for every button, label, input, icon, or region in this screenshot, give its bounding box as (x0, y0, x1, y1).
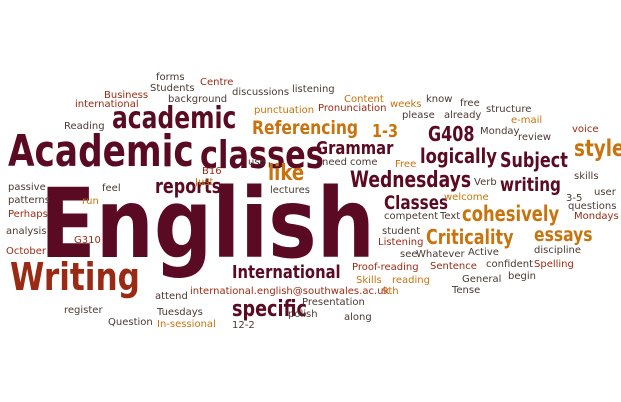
word-register: register (64, 305, 103, 316)
word-questions: questions (568, 201, 617, 212)
word-international-lc: international (75, 99, 139, 110)
word-writing-cap: Writing (10, 255, 140, 299)
word-punctuation: punctuation (254, 105, 315, 116)
word-g310: G310 (74, 235, 101, 246)
word-polish: polish (288, 309, 318, 320)
word-along: along (344, 312, 372, 323)
word-specific: specific (232, 297, 307, 322)
word-monday: Monday (480, 126, 520, 137)
word-welcome: welcome (444, 192, 489, 203)
word-business: Business (104, 90, 149, 101)
word-voice: voice (572, 124, 599, 135)
word-essays: essays (534, 224, 593, 246)
word-lectures: lectures (270, 185, 310, 196)
word-g408: G408 (428, 122, 475, 146)
word-forms: forms (156, 72, 185, 83)
word-students: Students (150, 83, 195, 94)
word-weeks: weeks (390, 99, 422, 110)
word-writing: writing (500, 174, 561, 196)
word-general: General (462, 274, 502, 285)
word-reading: Reading (64, 121, 105, 132)
word-nine-th: 9th (382, 286, 399, 297)
word-english: English (40, 168, 375, 280)
word-know: know (426, 94, 453, 105)
word-like: like (268, 161, 305, 186)
word-just: Just (195, 177, 214, 188)
word-logically: logically (420, 144, 497, 168)
word-grammar: Grammar (316, 138, 394, 159)
word-attend: attend (155, 291, 188, 302)
word-free: free (460, 98, 480, 109)
word-email-address: international.english@southwales.ac.uk (190, 286, 390, 297)
word-skills: skills (574, 171, 599, 182)
word-proofreading: Proof-reading (352, 262, 419, 273)
word-review: review (518, 132, 552, 143)
word-classes-cap: Classes (384, 192, 449, 214)
word-text: Text (440, 211, 461, 222)
word-classes: classes (200, 133, 324, 177)
word-passive: passive (8, 182, 46, 193)
word-patterns: patterns (8, 195, 50, 206)
word-centre: Centre (200, 77, 234, 88)
word-need: need (322, 157, 347, 168)
word-see: see (400, 249, 418, 260)
word-international: International (232, 262, 341, 283)
word-spelling: Spelling (534, 259, 574, 270)
word-verb: Verb (474, 177, 497, 188)
word-feel: feel (102, 183, 121, 194)
word-please: please (402, 110, 435, 121)
word-content: Content (344, 94, 384, 105)
word-three-five: 3-5 (566, 193, 583, 204)
word-criticality: Criticality (426, 225, 514, 249)
word-referencing: Referencing (252, 117, 359, 139)
word-october: October (6, 246, 47, 257)
word-whatever: Whatever (416, 249, 465, 260)
word-structure: structure (486, 104, 532, 115)
word-discipline: discipline (534, 245, 582, 256)
word-one-three: 1-3 (372, 121, 399, 142)
word-reading-lc: reading (392, 275, 430, 286)
word-confident: confident (486, 259, 534, 270)
word-academic: academic (112, 101, 237, 136)
word-competent: competent (384, 211, 439, 222)
word-come: come (350, 157, 378, 168)
word-run: run (82, 196, 99, 207)
word-twelve-two: 12-2 (232, 320, 255, 331)
word-pronunciation: Pronunciation (318, 103, 387, 114)
word-student: student (382, 226, 421, 237)
word-listening-cap: Listening (378, 237, 424, 248)
word-cohesively: cohesively (462, 202, 560, 226)
word-free-cap: Free (395, 159, 417, 170)
word-email: e-mail (511, 115, 543, 126)
word-perhaps: Perhaps (8, 209, 48, 220)
word-in-sessional: In-sessional (157, 319, 216, 330)
word-active: Active (468, 247, 499, 258)
word-listening: listening (292, 84, 335, 95)
word-mondays: Mondays (574, 211, 619, 222)
word-discussions: discussions (232, 87, 290, 98)
word-question: Question (108, 317, 153, 328)
word-tense: Tense (452, 285, 481, 296)
word-subject: Subject (500, 148, 568, 172)
word-user: user (594, 187, 616, 198)
word-skills-cap: Skills (356, 275, 382, 286)
word-begin: begin (508, 271, 536, 282)
word-reports: reports (155, 174, 222, 198)
word-style: style (574, 136, 621, 162)
word-already: already (444, 110, 482, 121)
word-academic-cap: Academic (8, 126, 194, 177)
word-tuesdays: Tuesdays (157, 307, 203, 318)
word-presentation: Presentation (302, 297, 365, 308)
word-wednesdays: Wednesdays (350, 168, 472, 193)
word-b16: B16 (202, 166, 222, 177)
word-sentence: Sentence (430, 261, 477, 272)
word-background: background (168, 94, 228, 105)
word-analysis: analysis (6, 226, 47, 237)
word-use: use (248, 157, 266, 168)
